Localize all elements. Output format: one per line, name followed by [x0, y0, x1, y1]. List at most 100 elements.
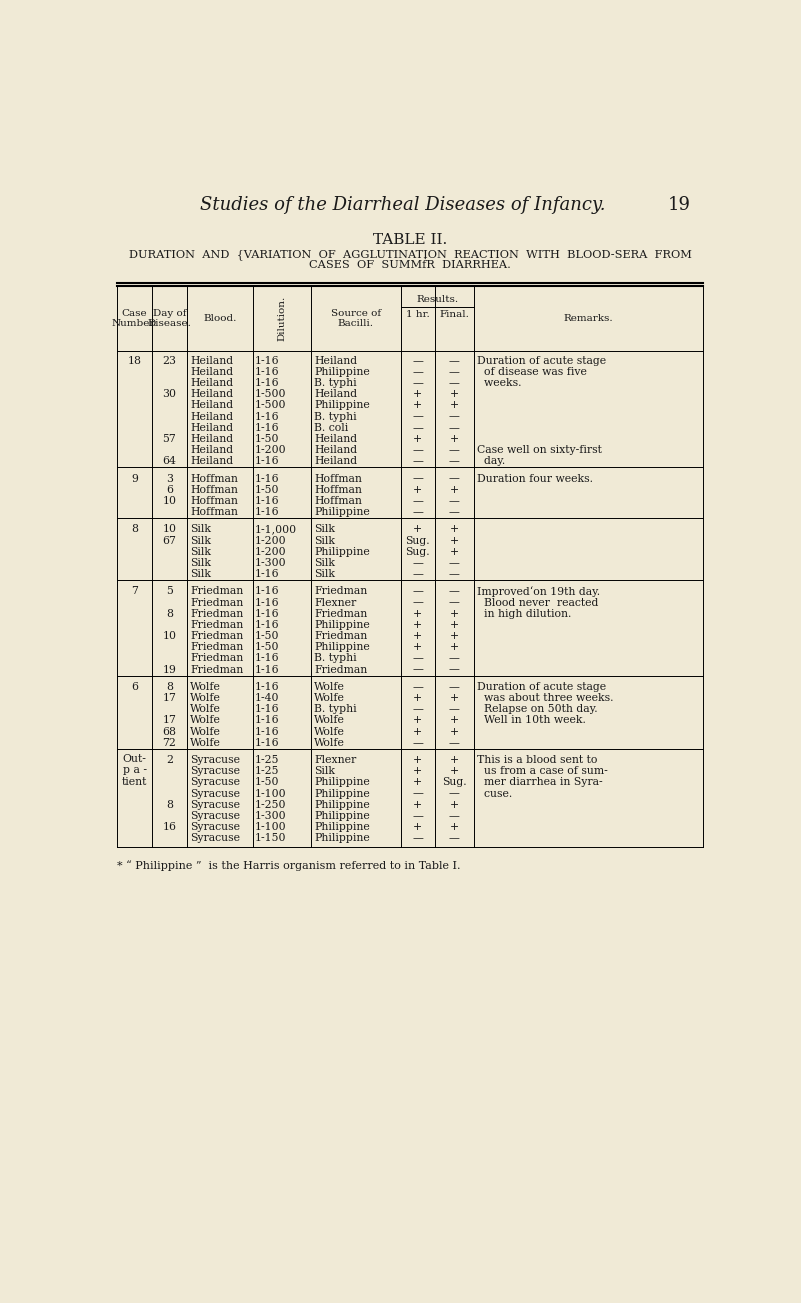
- Text: Hoffman: Hoffman: [190, 496, 238, 506]
- Text: Heiland: Heiland: [190, 456, 233, 466]
- Text: Philippine: Philippine: [314, 620, 370, 629]
- Text: Hoffman: Hoffman: [190, 473, 238, 483]
- Text: —: —: [449, 598, 460, 607]
- Text: Heiland: Heiland: [190, 434, 233, 444]
- Text: —: —: [449, 456, 460, 466]
- Text: —: —: [449, 412, 460, 422]
- Text: —: —: [449, 558, 460, 568]
- Text: —: —: [449, 569, 460, 579]
- Text: Case
Number.: Case Number.: [112, 309, 157, 328]
- Text: 1-16: 1-16: [256, 378, 280, 388]
- Text: 3: 3: [166, 473, 173, 483]
- Text: —: —: [449, 810, 460, 821]
- Text: 1-16: 1-16: [256, 681, 280, 692]
- Text: Friedman: Friedman: [190, 586, 244, 597]
- Text: +: +: [413, 766, 422, 777]
- Text: CASES  OF  SUMMḟR  DIARRHEA.: CASES OF SUMMḟR DIARRHEA.: [309, 261, 511, 270]
- Text: —: —: [413, 496, 423, 506]
- Text: Friedman: Friedman: [314, 665, 368, 675]
- Text: 1-16: 1-16: [256, 737, 280, 748]
- Text: 67: 67: [163, 536, 176, 546]
- Text: Final.: Final.: [440, 310, 469, 319]
- Text: —: —: [449, 737, 460, 748]
- Text: 1-16: 1-16: [256, 665, 280, 675]
- Text: —: —: [449, 473, 460, 483]
- Text: —: —: [413, 412, 423, 422]
- Text: Philippine: Philippine: [314, 800, 370, 809]
- Text: Wolfe: Wolfe: [314, 737, 345, 748]
- Text: Silk: Silk: [190, 524, 211, 534]
- Text: Heiland: Heiland: [314, 390, 357, 399]
- Text: 17: 17: [163, 693, 176, 704]
- Text: Philippine: Philippine: [314, 788, 370, 799]
- Text: 1-16: 1-16: [256, 727, 280, 736]
- Text: 5: 5: [166, 586, 173, 597]
- Text: weeks.: weeks.: [477, 378, 521, 388]
- Text: 1-150: 1-150: [256, 833, 287, 843]
- Text: Sug.: Sug.: [442, 778, 467, 787]
- Text: 10: 10: [163, 631, 176, 641]
- Text: —: —: [413, 422, 423, 433]
- Text: 1-200: 1-200: [256, 547, 287, 556]
- Text: 8: 8: [166, 609, 173, 619]
- Text: 1-250: 1-250: [256, 800, 287, 809]
- Text: Wolfe: Wolfe: [190, 693, 221, 704]
- Text: Heiland: Heiland: [314, 446, 357, 455]
- Text: 1-16: 1-16: [256, 367, 280, 377]
- Text: +: +: [413, 778, 422, 787]
- Text: —: —: [413, 788, 423, 799]
- Text: Wolfe: Wolfe: [314, 693, 345, 704]
- Text: Syracuse: Syracuse: [190, 754, 240, 765]
- Text: —: —: [413, 586, 423, 597]
- Text: —: —: [413, 473, 423, 483]
- Text: Case well on sixty-first: Case well on sixty-first: [477, 446, 602, 455]
- Text: Duration of acute stage: Duration of acute stage: [477, 681, 606, 692]
- Text: 1-25: 1-25: [256, 766, 280, 777]
- Text: Out-: Out-: [123, 754, 147, 765]
- Text: Heiland: Heiland: [190, 356, 233, 366]
- Text: +: +: [413, 609, 422, 619]
- Text: Wolfe: Wolfe: [190, 737, 221, 748]
- Text: Sug.: Sug.: [405, 547, 430, 556]
- Text: Syracuse: Syracuse: [190, 766, 240, 777]
- Text: +: +: [449, 536, 459, 546]
- Text: —: —: [413, 507, 423, 517]
- Text: —: —: [413, 569, 423, 579]
- Text: —: —: [413, 704, 423, 714]
- Text: Friedman: Friedman: [314, 586, 368, 597]
- Text: Friedman: Friedman: [190, 631, 244, 641]
- Text: 1-50: 1-50: [256, 631, 280, 641]
- Text: Blood never  reacted: Blood never reacted: [477, 598, 598, 607]
- Text: Heiland: Heiland: [190, 390, 233, 399]
- Text: Friedman: Friedman: [190, 665, 244, 675]
- Text: +: +: [413, 400, 422, 410]
- Text: +: +: [449, 485, 459, 495]
- Text: —: —: [449, 378, 460, 388]
- Text: +: +: [413, 390, 422, 399]
- Text: 68: 68: [163, 727, 176, 736]
- Text: 1-50: 1-50: [256, 434, 280, 444]
- Text: +: +: [413, 693, 422, 704]
- Text: Philippine: Philippine: [314, 810, 370, 821]
- Text: +: +: [413, 715, 422, 726]
- Text: Day of
Disease.: Day of Disease.: [147, 309, 191, 328]
- Text: +: +: [413, 800, 422, 809]
- Text: +: +: [449, 434, 459, 444]
- Text: Philippine: Philippine: [314, 833, 370, 843]
- Text: 1-16: 1-16: [256, 356, 280, 366]
- Text: +: +: [413, 727, 422, 736]
- Text: +: +: [413, 642, 422, 653]
- Text: +: +: [413, 631, 422, 641]
- Text: —: —: [413, 598, 423, 607]
- Text: Remarks.: Remarks.: [564, 314, 614, 323]
- Text: 1-300: 1-300: [256, 810, 287, 821]
- Text: +: +: [449, 609, 459, 619]
- Text: 7: 7: [131, 586, 138, 597]
- Text: Syracuse: Syracuse: [190, 822, 240, 833]
- Text: 6: 6: [131, 681, 138, 692]
- Text: 1-200: 1-200: [256, 536, 287, 546]
- Text: Philippine: Philippine: [314, 822, 370, 833]
- Text: 1-16: 1-16: [256, 598, 280, 607]
- Text: —: —: [449, 507, 460, 517]
- Text: 23: 23: [163, 356, 176, 366]
